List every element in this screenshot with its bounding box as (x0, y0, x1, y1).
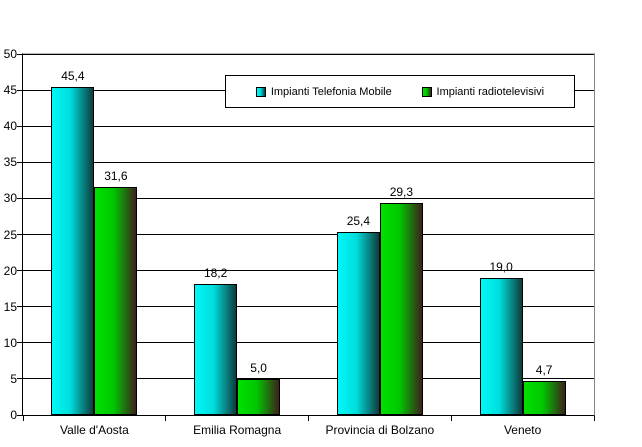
bar-radiotelevisivi (522, 381, 566, 415)
gridline (23, 161, 594, 163)
bar-value-label: 45,4 (61, 69, 85, 84)
bar-telefonia-mobile (479, 277, 523, 415)
gridline (23, 234, 594, 235)
gridline (23, 53, 594, 55)
y-tick-mark (17, 197, 22, 199)
bar-radiotelevisivi (94, 186, 138, 415)
y-axis-label: 15 (3, 299, 17, 314)
gridline (23, 270, 594, 272)
y-axis-label: 45 (3, 83, 17, 98)
y-tick-mark (17, 342, 22, 344)
y-tick-mark (17, 306, 22, 308)
y-tick-mark (17, 270, 22, 272)
bar-radiotelevisivi (237, 378, 281, 415)
y-axis-label: 30 (3, 191, 17, 206)
gridline (23, 125, 594, 127)
bar-value-label: 29,3 (389, 185, 414, 200)
y-tick-mark (17, 378, 22, 380)
y-tick-mark (17, 125, 22, 127)
bar-value-label: 31,6 (104, 168, 128, 183)
y-axis-label: 0 (10, 408, 17, 422)
bar-radiotelevisivi (379, 203, 423, 415)
y-tick-mark (17, 53, 22, 55)
y-axis-label: 50 (3, 47, 17, 61)
legend-swatch-telefonia-mobile-icon (255, 86, 266, 97)
y-axis-label: 40 (3, 119, 17, 134)
x-axis-label: Emilia Romagna (193, 423, 282, 437)
x-tick-mark (450, 416, 452, 421)
x-tick-mark (22, 416, 24, 421)
gridline (23, 197, 594, 199)
y-axis-label: 20 (3, 263, 17, 278)
gridline (23, 342, 594, 344)
bar-value-label: 18,2 (203, 265, 228, 280)
legend-label-telefonia-mobile: Impianti Telefonia Mobile (270, 85, 392, 98)
plot-area: 0 5 10 15 20 25 30 35 40 45 50 Valle d'Aosta Emilia … (4, 47, 595, 437)
bar-value-label: 4,7 (535, 363, 553, 378)
x-axis-label: Veneto (503, 423, 542, 437)
gridline (23, 306, 594, 308)
legend-item-telefonia-mobile: Impianti Telefonia Mobile (255, 85, 392, 98)
y-tick-mark (17, 414, 22, 416)
y-tick-mark (17, 234, 22, 235)
legend-item-radiotelevisivi: Impianti radiotelevisivi (421, 85, 545, 98)
gridline (23, 378, 594, 380)
bar-value-label: 5,0 (250, 360, 267, 375)
y-tick-mark (17, 89, 22, 91)
x-axis-label: Valle d'Aosta (59, 423, 129, 437)
bar-value-label: 19,0 (489, 259, 513, 274)
bar-value-label: 25,4 (346, 213, 371, 228)
y-axis-label: 10 (3, 335, 17, 350)
legend-swatch-radiotelevisivi-icon (421, 86, 432, 97)
legend: Impianti Telefonia Mobile Impianti radio… (225, 75, 575, 108)
legend-label-radiotelevisivi: Impianti radiotelevisivi (436, 85, 545, 98)
x-tick-mark (165, 416, 167, 421)
bar-telefonia-mobile (194, 283, 238, 415)
y-axis-label: 5 (10, 371, 17, 386)
y-axis-label: 25 (3, 227, 17, 242)
bar-telefonia-mobile (336, 231, 380, 415)
x-axis-label: Provincia di Bolzano (325, 423, 435, 437)
y-tick-mark (17, 161, 22, 163)
bar-telefonia-mobile (51, 87, 95, 415)
x-tick-mark (593, 416, 595, 421)
y-axis-label: 35 (3, 155, 17, 170)
x-tick-mark (308, 416, 309, 421)
